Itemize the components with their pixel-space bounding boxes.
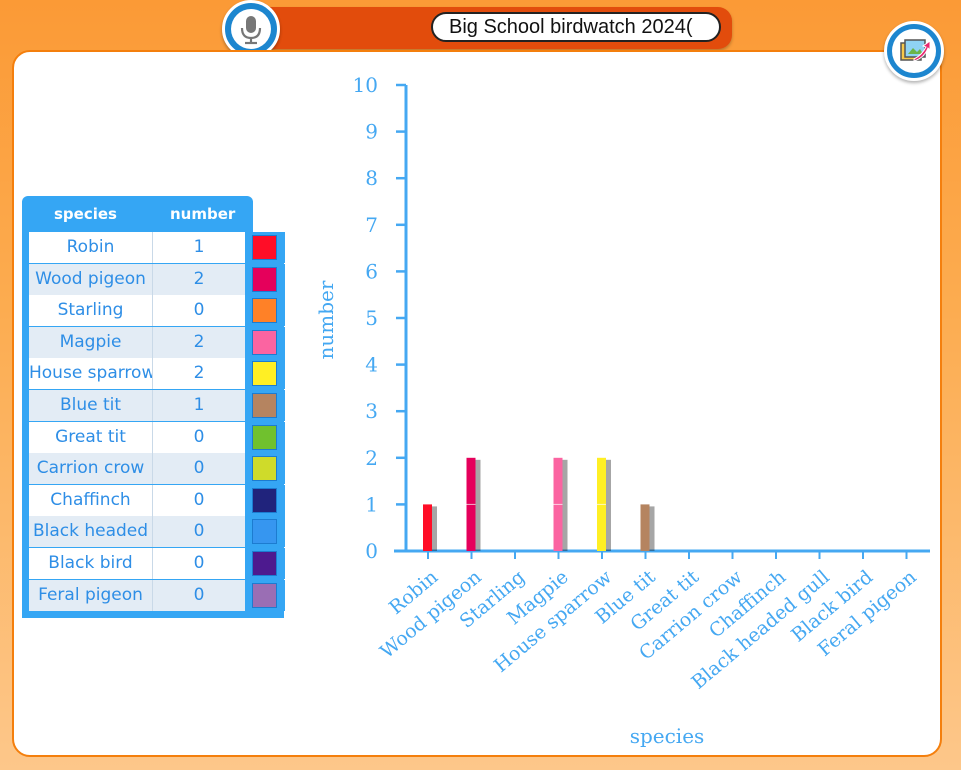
color-swatch-cell (247, 453, 285, 485)
species-cell[interactable]: Wood pigeon (29, 263, 153, 295)
x-axis-title: species (630, 724, 705, 748)
table-row: Black headed 0 (29, 516, 285, 548)
y-tick-label: 10 (353, 73, 378, 97)
bar (640, 504, 650, 551)
color-swatch[interactable] (252, 456, 277, 482)
number-cell[interactable]: 2 (153, 326, 245, 358)
table-row: Carrion crow 0 (29, 453, 285, 485)
species-cell[interactable]: Chaffinch (29, 484, 153, 516)
color-swatch[interactable] (252, 266, 277, 292)
y-axis-title: number (314, 280, 338, 359)
y-tick-label: 5 (365, 306, 378, 330)
color-swatch[interactable] (252, 519, 277, 545)
species-cell[interactable]: Robin (29, 232, 153, 263)
bar-shadow (603, 459, 611, 551)
number-cell[interactable]: 2 (153, 263, 245, 295)
number-cell[interactable]: 0 (153, 295, 245, 327)
color-swatch-cell (247, 421, 285, 453)
microphone-button[interactable] (222, 0, 280, 58)
data-table: species number Robin 1 Wood pigeon 2 Starlin… (22, 196, 285, 618)
number-cell[interactable]: 0 (153, 579, 245, 611)
species-cell[interactable]: Great tit (29, 421, 153, 453)
species-cell[interactable]: Black bird (29, 548, 153, 579)
bar-shadow (472, 459, 481, 551)
species-cell[interactable]: Feral pigeon (29, 579, 153, 611)
color-swatch-cell (247, 548, 285, 579)
table-row: Robin 1 (29, 232, 285, 263)
table-row: Chaffinch 0 (29, 484, 285, 516)
microphone-icon (231, 9, 271, 49)
color-swatch-cell (247, 326, 285, 358)
bar (423, 504, 432, 551)
color-swatch[interactable] (252, 298, 277, 324)
number-cell[interactable]: 0 (153, 548, 245, 579)
y-tick-label: 2 (365, 446, 378, 470)
export-image-icon (892, 29, 936, 73)
table-row: Feral pigeon 0 (29, 579, 285, 611)
color-swatch[interactable] (252, 582, 277, 608)
table-row: Magpie 2 (29, 326, 285, 358)
color-swatch[interactable] (252, 235, 277, 260)
species-cell[interactable]: Carrion crow (29, 453, 153, 485)
species-cell[interactable]: Black headed (29, 516, 153, 548)
color-swatch-cell (247, 358, 285, 390)
species-cell[interactable]: Starling (29, 295, 153, 327)
y-tick-label: 7 (365, 213, 378, 237)
table-row: Blue tit 1 (29, 390, 285, 421)
color-swatch-cell (247, 232, 285, 263)
export-button[interactable] (884, 21, 944, 81)
species-column-header: species (54, 205, 117, 223)
number-cell[interactable]: 1 (153, 390, 245, 421)
y-tick-label: 6 (365, 259, 378, 283)
color-swatch[interactable] (252, 551, 277, 576)
y-tick-label: 1 (365, 492, 378, 516)
species-cell[interactable]: Magpie (29, 326, 153, 358)
number-cell[interactable]: 2 (153, 358, 245, 390)
color-swatch[interactable] (252, 329, 277, 355)
color-swatch[interactable] (252, 393, 277, 418)
species-cell[interactable]: Blue tit (29, 390, 153, 421)
bar-shadow (646, 506, 655, 551)
table-row: Black bird 0 (29, 548, 285, 579)
number-column-header: number (170, 205, 236, 223)
y-tick-label: 9 (365, 120, 378, 144)
color-swatch-cell (247, 516, 285, 548)
color-swatch[interactable] (252, 487, 277, 513)
y-tick-label: 0 (365, 539, 378, 563)
color-swatch-cell (247, 295, 285, 327)
bar-shadow (429, 506, 437, 551)
color-swatch[interactable] (252, 361, 277, 387)
table-header: species number (22, 196, 253, 234)
y-tick-label: 8 (365, 166, 378, 190)
color-swatch-cell (247, 390, 285, 421)
y-tick-label: 3 (365, 399, 378, 423)
table-body: Robin 1 Wood pigeon 2 Starling 0 Magpie 2 House … (22, 232, 285, 618)
y-tick-label: 4 (365, 353, 378, 377)
table-row: Wood pigeon 2 (29, 263, 285, 295)
color-swatch-cell (247, 579, 285, 611)
number-cell[interactable]: 0 (153, 484, 245, 516)
number-cell[interactable]: 0 (153, 421, 245, 453)
table-row: House sparrow 2 (29, 358, 285, 390)
species-cell[interactable]: House sparrow (29, 358, 153, 390)
bar-shadow (559, 459, 568, 551)
number-cell[interactable]: 0 (153, 453, 245, 485)
color-swatch[interactable] (252, 424, 277, 450)
number-cell[interactable]: 0 (153, 516, 245, 548)
color-swatch-cell (247, 263, 285, 295)
table-row: Great tit 0 (29, 421, 285, 453)
number-cell[interactable]: 1 (153, 232, 245, 263)
table-row: Starling 0 (29, 295, 285, 327)
chart-title-input[interactable] (431, 12, 721, 42)
color-swatch-cell (247, 484, 285, 516)
